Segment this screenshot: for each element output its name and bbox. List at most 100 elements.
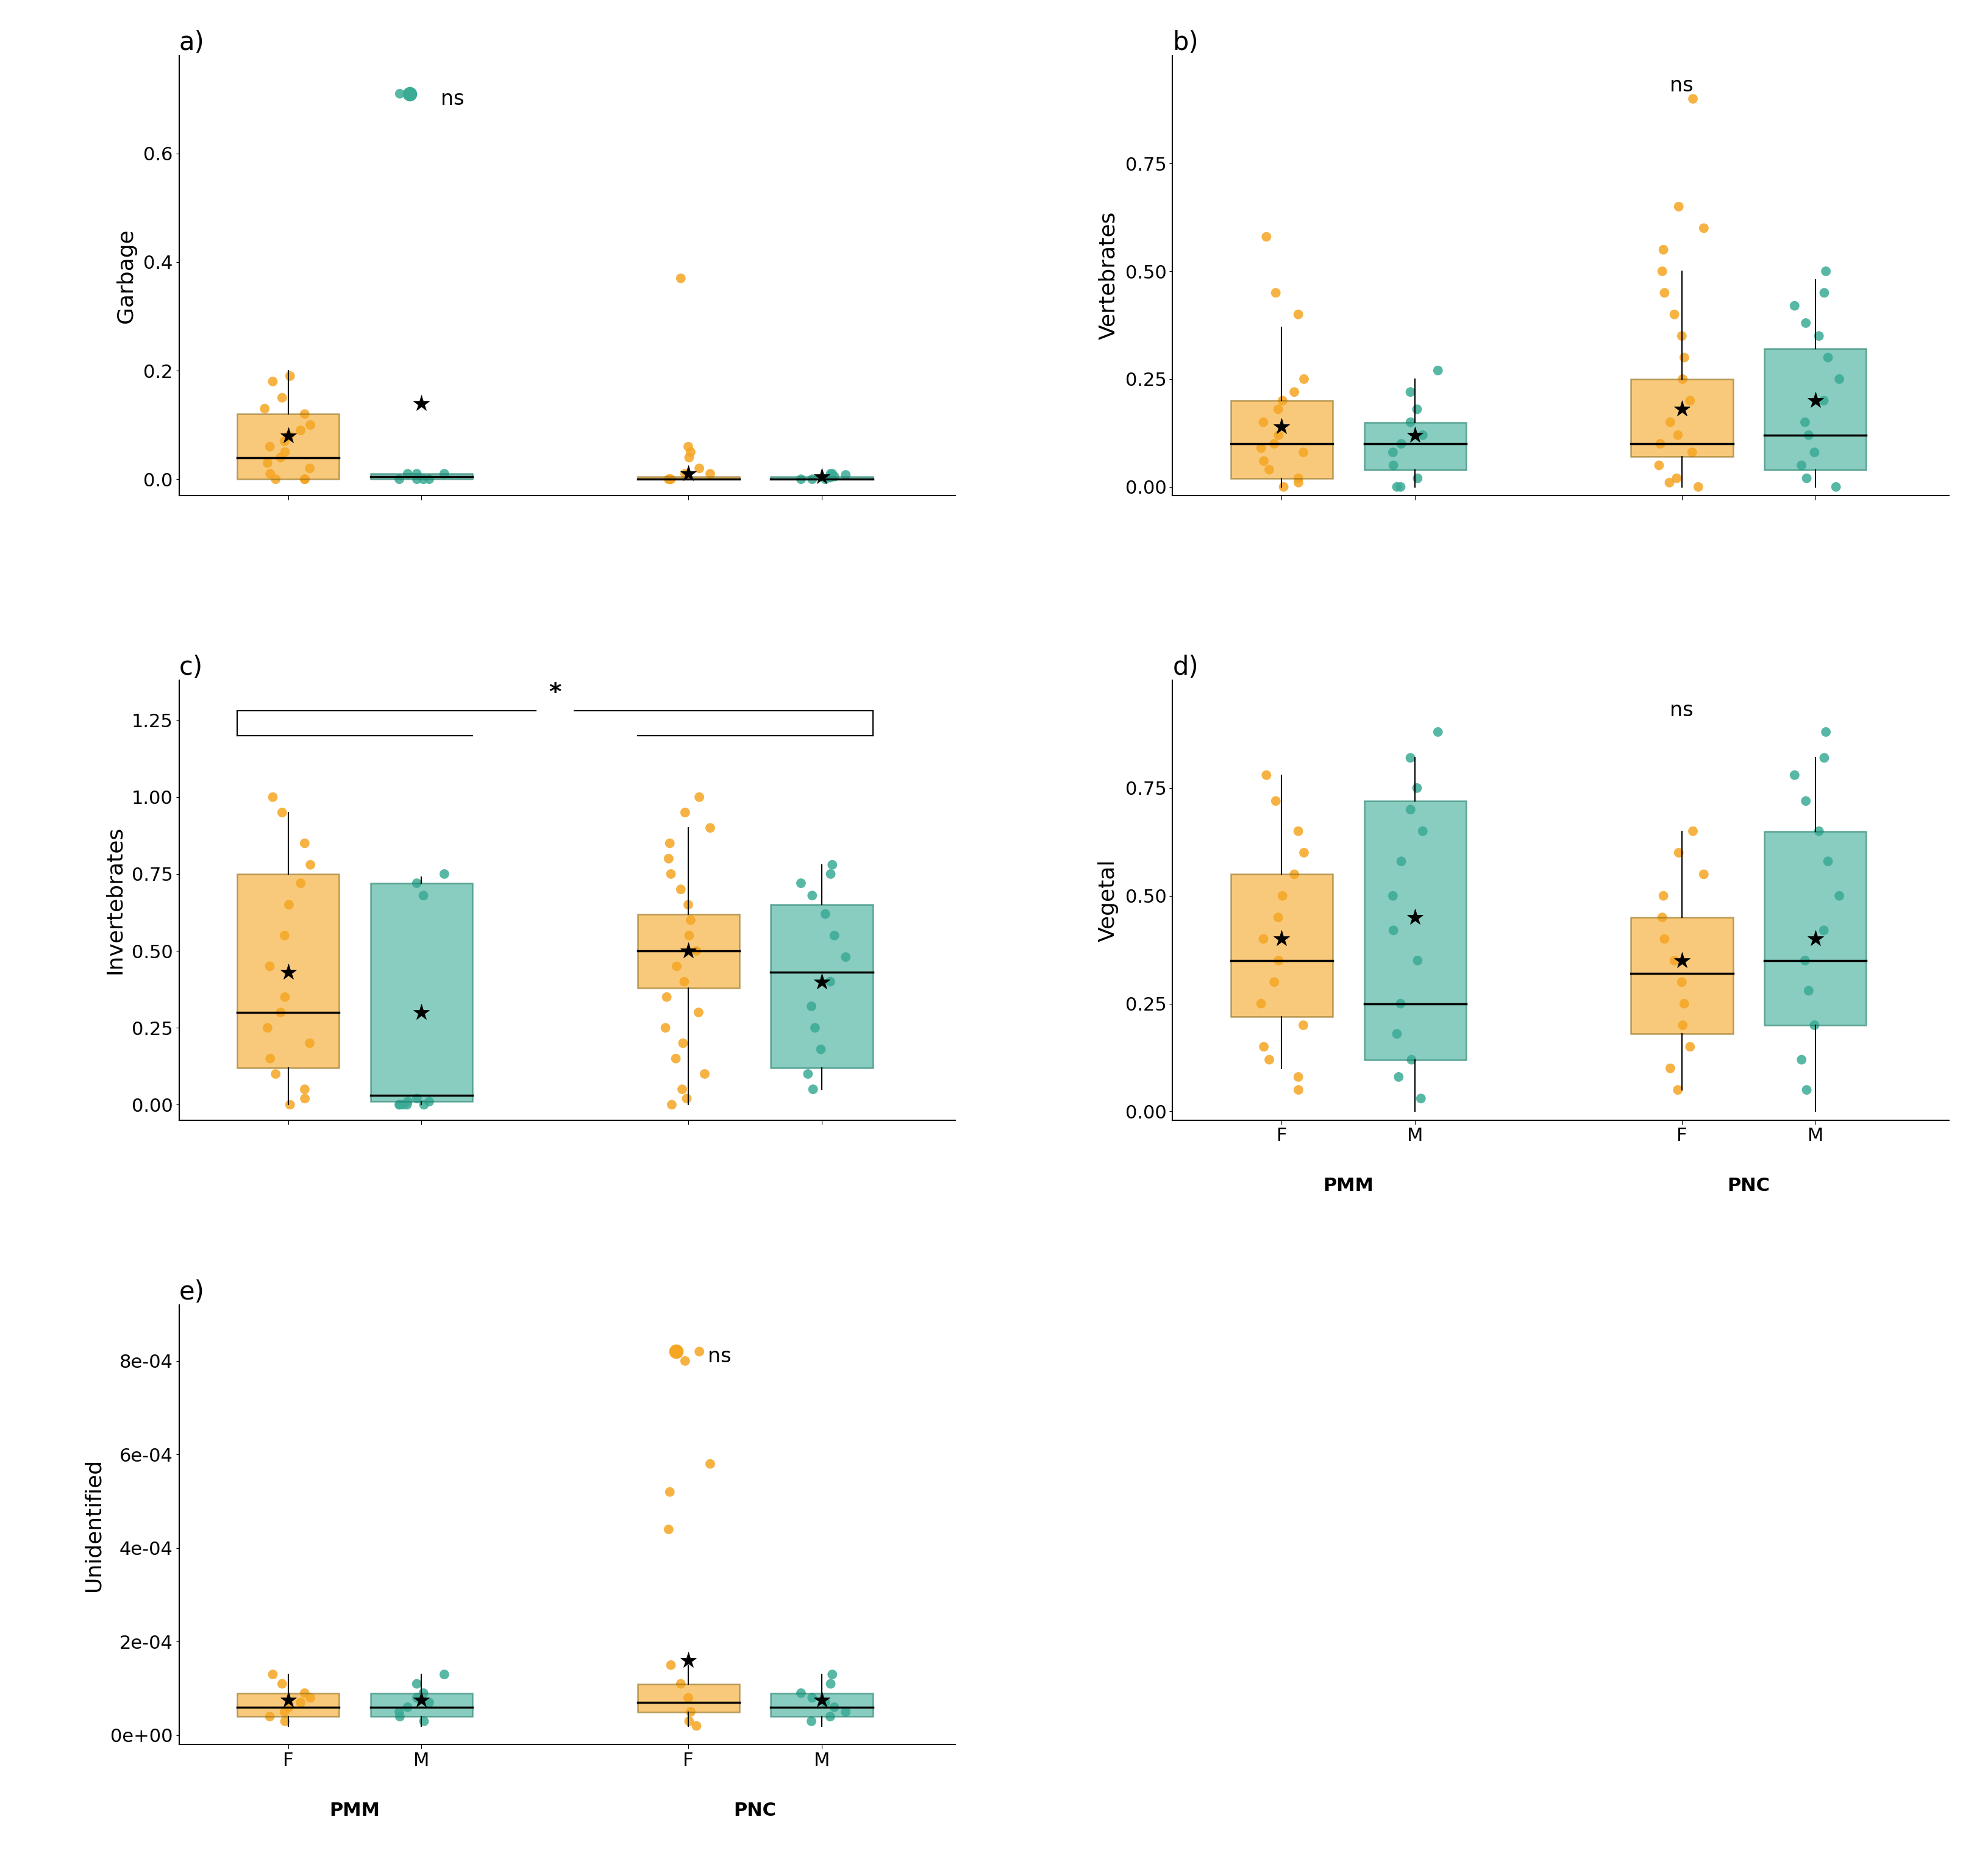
Point xyxy=(1658,947,1690,976)
Point xyxy=(1646,882,1678,911)
Point xyxy=(288,399,320,429)
Point xyxy=(1406,817,1437,846)
Point xyxy=(384,1089,415,1119)
Bar xyxy=(1231,874,1332,1017)
Bar xyxy=(1630,917,1732,1034)
Point xyxy=(680,1711,712,1741)
Point xyxy=(1807,915,1839,945)
Point xyxy=(829,1696,861,1726)
Point xyxy=(664,264,696,293)
Point xyxy=(1380,471,1411,501)
Point xyxy=(384,1702,415,1732)
Point xyxy=(654,828,686,857)
Point xyxy=(684,453,716,483)
Point xyxy=(1658,299,1690,329)
Point xyxy=(1644,429,1676,458)
Point xyxy=(674,1706,706,1735)
Bar xyxy=(1763,831,1867,1025)
Point xyxy=(670,798,702,828)
Y-axis label: Vegetal: Vegetal xyxy=(1097,859,1117,941)
Point xyxy=(1789,406,1821,436)
Point xyxy=(1268,471,1300,501)
Point xyxy=(266,382,298,412)
Point xyxy=(688,1060,720,1089)
Point xyxy=(1807,386,1839,416)
Point xyxy=(408,1678,439,1708)
Point xyxy=(1666,364,1698,393)
Point xyxy=(384,1089,415,1119)
Point xyxy=(1797,1010,1829,1039)
Point xyxy=(1789,308,1821,338)
Point xyxy=(427,458,459,488)
Point xyxy=(1384,989,1415,1019)
Point xyxy=(427,859,459,889)
Point xyxy=(294,1683,326,1713)
Text: b): b) xyxy=(1173,30,1199,56)
Point xyxy=(674,442,706,471)
Point xyxy=(813,462,845,492)
Point xyxy=(1282,468,1314,497)
Point xyxy=(414,1088,445,1117)
Point xyxy=(1266,882,1298,911)
Point xyxy=(272,889,304,919)
Point xyxy=(274,1089,306,1119)
Point xyxy=(1654,406,1686,436)
Text: c): c) xyxy=(179,655,203,681)
Point xyxy=(1378,915,1409,945)
Point xyxy=(1668,989,1700,1019)
Point xyxy=(1662,191,1694,221)
Point xyxy=(1642,451,1674,481)
Point xyxy=(414,464,445,494)
Point xyxy=(1282,299,1314,329)
Point xyxy=(1791,1075,1823,1104)
Point xyxy=(672,432,704,462)
Point xyxy=(384,78,415,108)
Point xyxy=(256,367,288,397)
Point xyxy=(392,458,423,488)
Point xyxy=(268,1706,300,1735)
Point xyxy=(1376,882,1408,911)
Point xyxy=(1282,817,1314,846)
Point xyxy=(1666,321,1698,351)
Point xyxy=(674,1696,706,1726)
Point xyxy=(264,997,296,1026)
Point xyxy=(795,1683,827,1713)
Point xyxy=(795,991,827,1021)
Point xyxy=(1421,716,1453,746)
Point xyxy=(684,1336,716,1366)
Point xyxy=(1282,1075,1314,1104)
Point xyxy=(254,432,286,462)
Point xyxy=(785,1678,817,1708)
Point xyxy=(384,464,415,494)
Point xyxy=(1646,256,1678,286)
Point xyxy=(1660,464,1692,494)
Point xyxy=(1793,419,1825,449)
Point xyxy=(408,882,439,911)
Point xyxy=(829,943,861,973)
Point xyxy=(1394,406,1425,436)
Bar xyxy=(771,477,873,479)
Point xyxy=(272,421,304,451)
Point xyxy=(274,362,306,392)
Point xyxy=(288,1084,320,1114)
Point xyxy=(384,1696,415,1726)
Point xyxy=(1803,817,1835,846)
Point xyxy=(294,1028,326,1058)
Point xyxy=(1250,761,1282,791)
Point xyxy=(260,1060,292,1089)
Point xyxy=(402,1669,433,1698)
Y-axis label: Unidentified: Unidentified xyxy=(83,1459,103,1591)
Point xyxy=(1396,1045,1427,1075)
Point xyxy=(805,1034,837,1063)
Point xyxy=(268,438,300,468)
Text: ns: ns xyxy=(708,1346,732,1366)
Bar xyxy=(638,1683,740,1711)
Point xyxy=(791,1060,823,1089)
Point xyxy=(288,1678,320,1708)
Point xyxy=(1262,947,1294,976)
Bar xyxy=(771,904,873,1067)
Point xyxy=(1402,395,1433,425)
Point xyxy=(672,889,704,919)
Point xyxy=(414,1687,445,1717)
Point xyxy=(694,1450,726,1479)
